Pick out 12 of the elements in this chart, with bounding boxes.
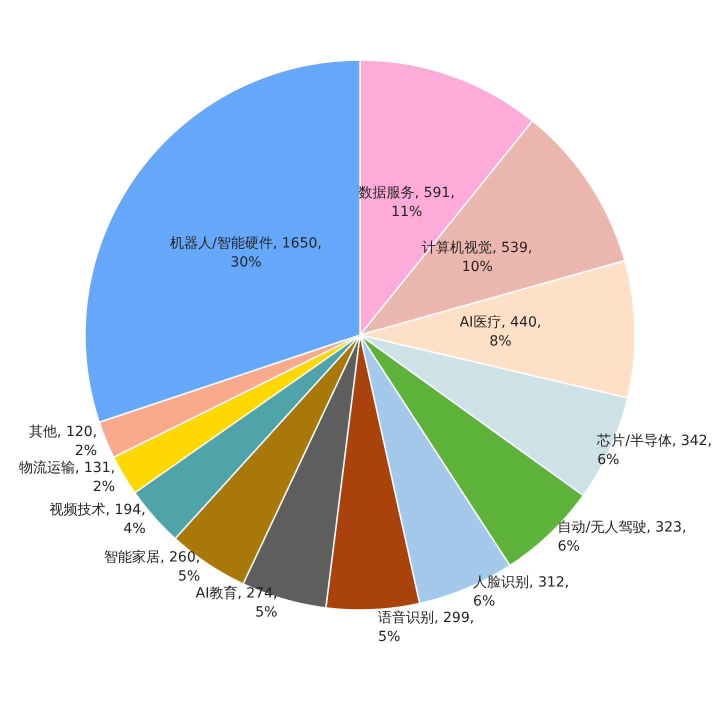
slice-label: 语音识别, 299, 5% (378, 610, 474, 646)
slice-label: 芯片/半导体, 342, 6% (596, 433, 712, 468)
slice-label: AI教育, 274, 5% (196, 584, 278, 620)
slice-label: 计算机视觉, 539, 10% (422, 240, 532, 276)
slice-label: 物流运输, 131, 2% (19, 460, 116, 495)
slice-label: 智能家居, 260, 5% (104, 550, 200, 585)
slice-label: 机器人/智能硬件, 1650, 30% (170, 235, 322, 270)
slice-label: 视频技术, 194, 4% (50, 502, 146, 537)
slice-label: AI医疗, 440, 8% (460, 314, 542, 350)
slice-label: 自动/无人驾驶, 323, 6% (558, 519, 686, 554)
slice-label: 其他, 120, 2% (29, 424, 98, 459)
slice-label: 人脸识别, 312, 6% (473, 574, 570, 610)
